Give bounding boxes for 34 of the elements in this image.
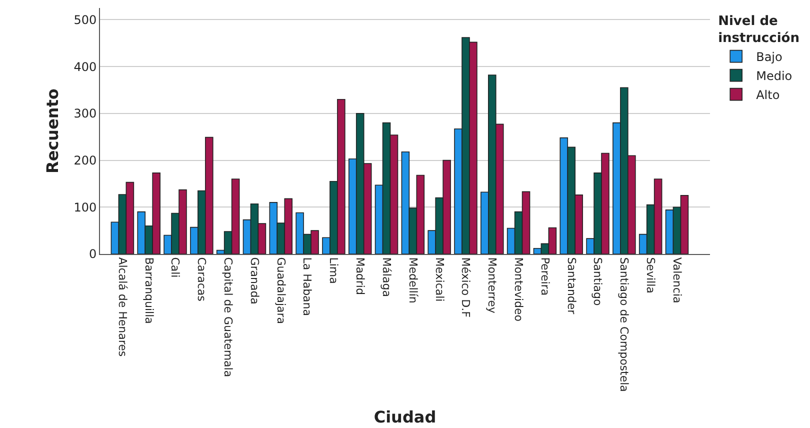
y-tick-label: 0 — [88, 247, 97, 262]
legend-title: Nivel de instrucción — [718, 14, 800, 46]
y-tick-label: 400 — [74, 60, 97, 74]
x-tick-label: Guadalajara — [274, 257, 288, 324]
x-tick-label: Santiago de Compostela — [618, 257, 631, 392]
y-tick-label: 200 — [74, 153, 97, 168]
legend-label: Alto — [756, 88, 780, 102]
x-tick-label: Caracas — [195, 257, 208, 302]
x-tick-label: Valencia — [670, 257, 684, 304]
legend-label: Medio — [756, 68, 792, 83]
x-tick-label: Barranquilla — [142, 257, 156, 324]
x-tick-label: Santander — [564, 257, 578, 315]
x-axis-title: Ciudad — [374, 408, 436, 427]
x-tick-label: La Habana — [300, 257, 314, 316]
x-tick-label: Alcalá de Henares — [116, 257, 129, 357]
x-tick-label: Montevideo — [512, 257, 525, 322]
y-axis-title: Recuento — [43, 88, 62, 174]
x-tick-label: Lima — [327, 257, 340, 284]
x-tick-label: Granada — [248, 257, 261, 304]
x-tick-label: Madrid — [354, 257, 367, 295]
y-tick-label: 100 — [74, 200, 97, 214]
x-tick-label: México D.F — [459, 257, 472, 318]
x-tick-label: Cali — [168, 257, 182, 278]
x-tick-label: Santiago — [591, 257, 604, 306]
y-tick-label: 300 — [74, 106, 97, 121]
x-tick-label: Capital de Guatemala — [221, 257, 234, 378]
legend-label: Bajo — [756, 50, 782, 64]
x-tick-label: Monterrey — [486, 257, 499, 314]
x-tick-label: Pereira — [538, 257, 552, 296]
x-tick-label: Málaga — [380, 257, 393, 297]
y-tick-label: 500 — [74, 12, 97, 27]
x-tick-label: Sevilla — [644, 257, 658, 294]
x-tick-label: Medellín — [406, 257, 420, 304]
x-tick-label: Mexicali — [432, 257, 446, 302]
